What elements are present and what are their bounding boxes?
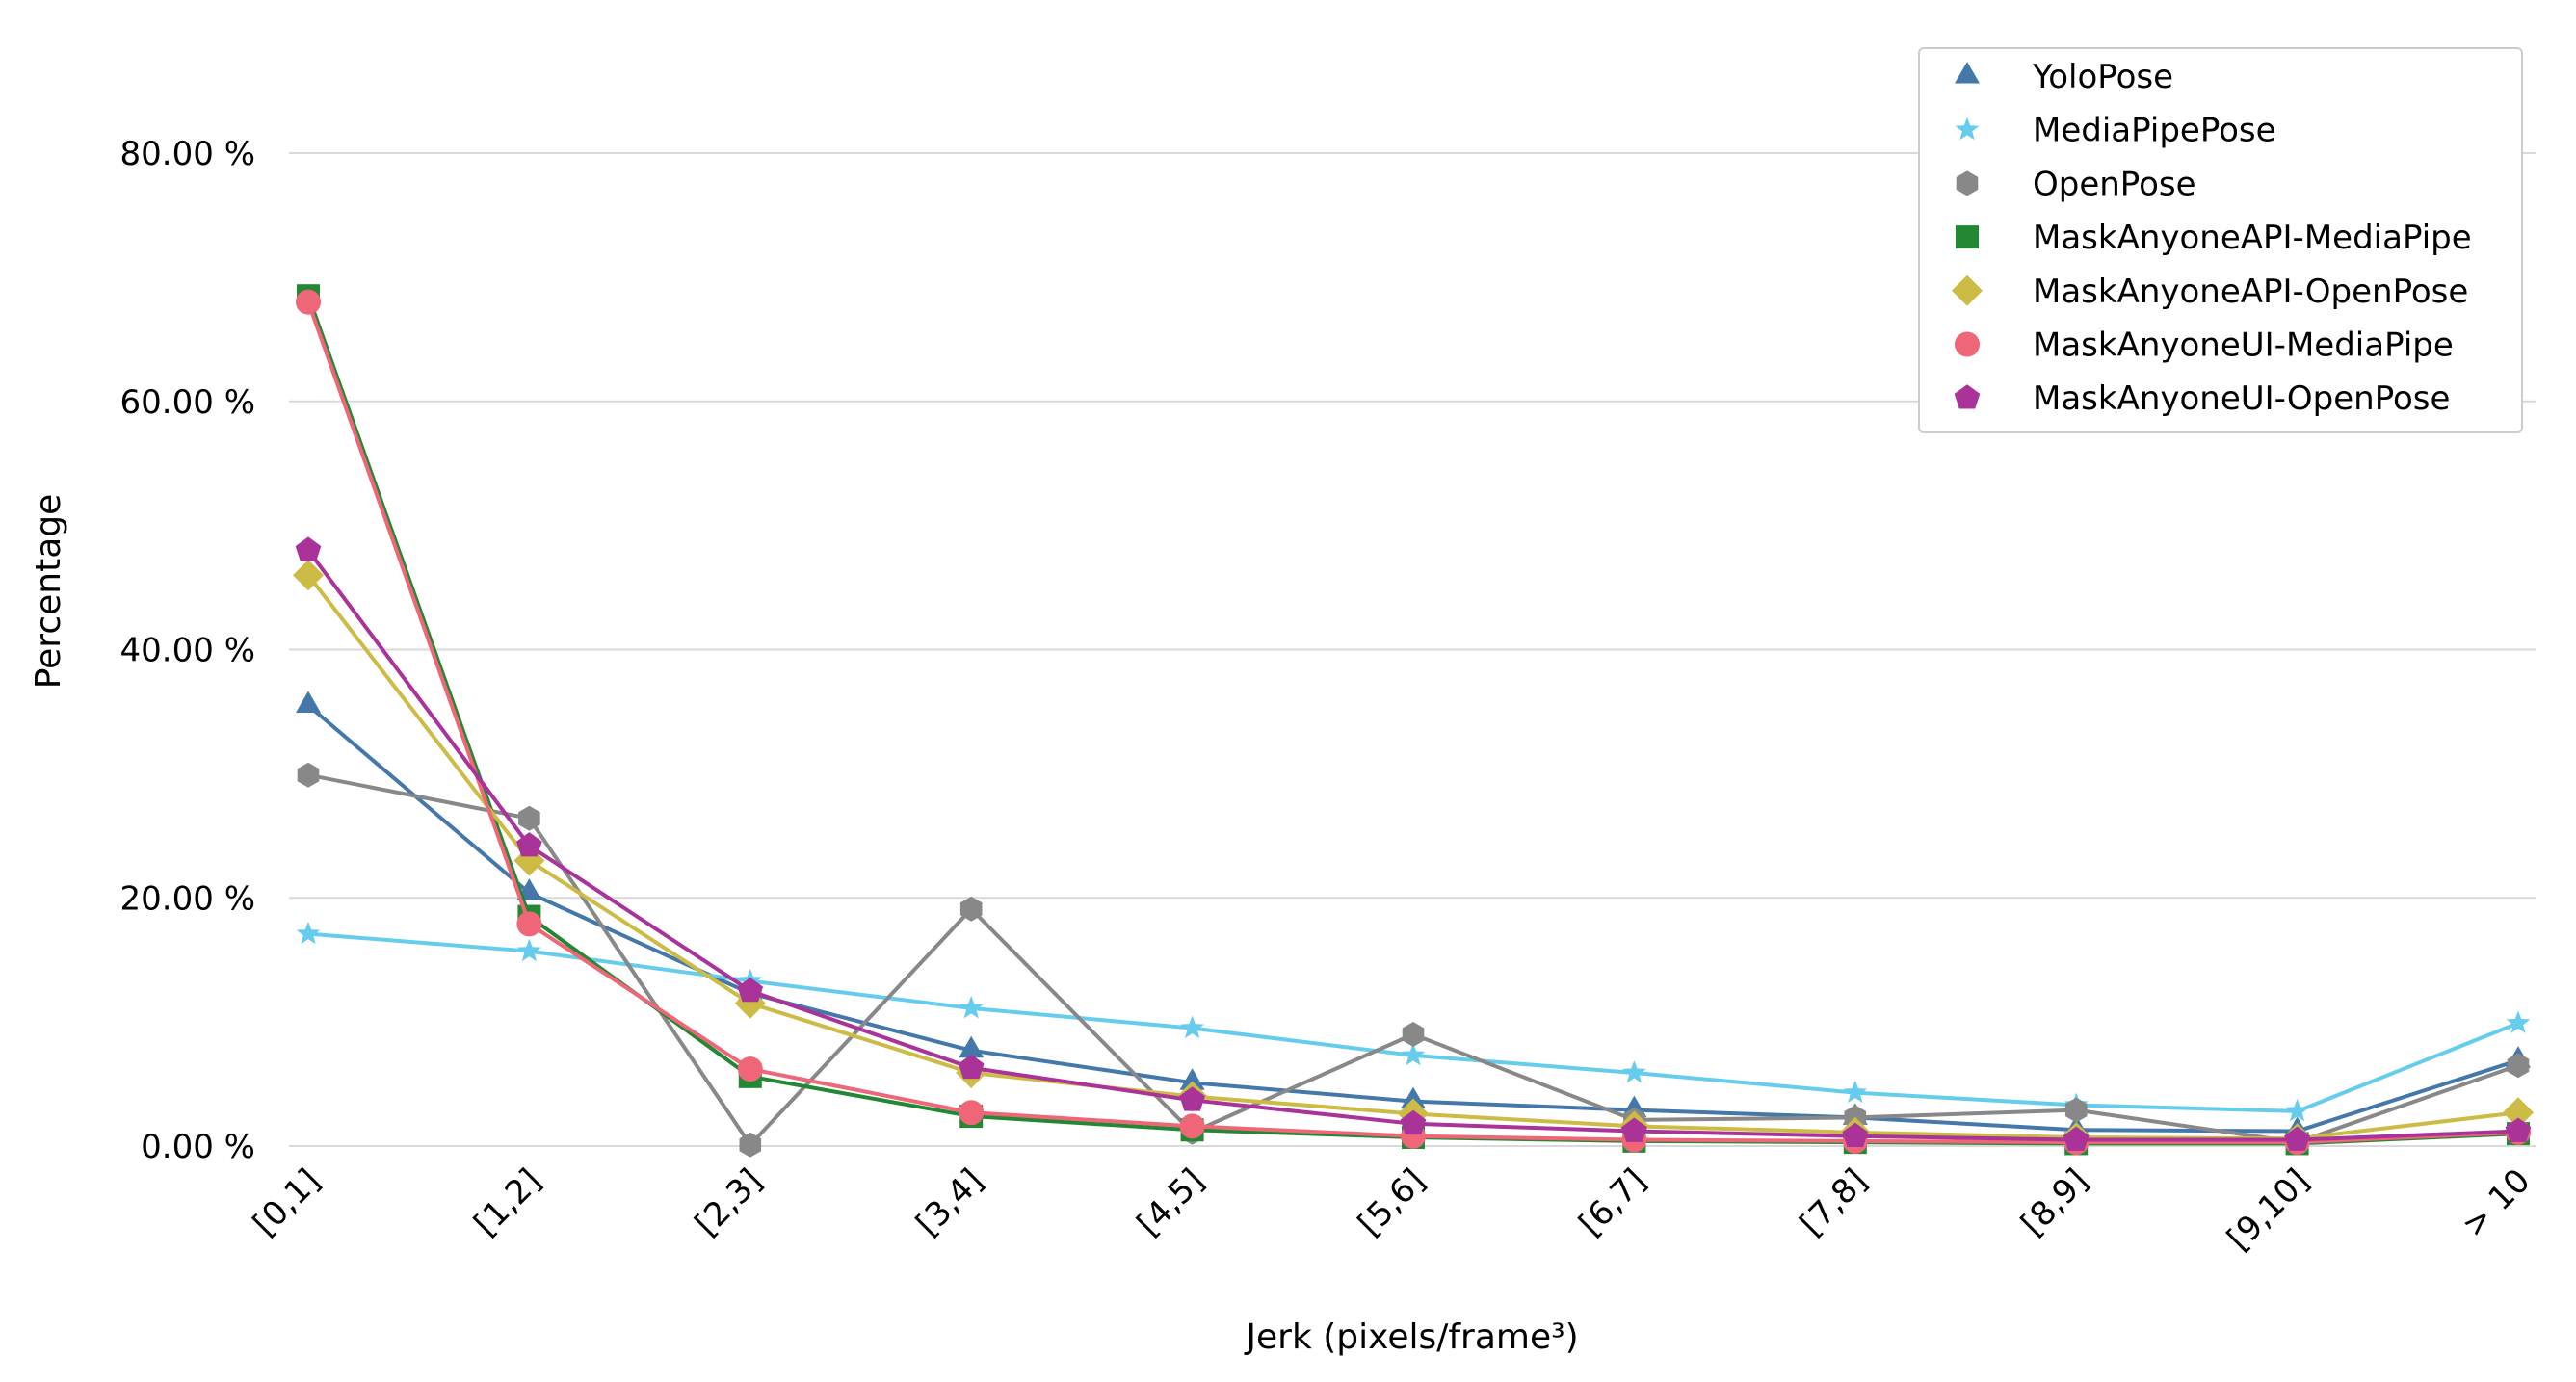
x-tick-label: [0,1] [246, 1161, 328, 1243]
legend-item: OpenPose [1956, 165, 2196, 203]
data-point [1180, 1015, 1204, 1039]
pentagon-marker-icon [1954, 384, 1981, 409]
data-point [2284, 1126, 2310, 1151]
data-point [1843, 1080, 1868, 1104]
legend-item: MaskAnyoneUI-MediaPipe [1955, 326, 2454, 365]
x-tick-label: [9,10] [2220, 1161, 2317, 1259]
legend-item: MaskAnyoneAPI-MediaPipe [1956, 219, 2472, 257]
data-point [295, 536, 322, 561]
data-point [516, 832, 542, 857]
circle-marker-icon [1955, 331, 1980, 357]
x-tick-label: [1,2] [466, 1161, 548, 1243]
data-point [1179, 1086, 1205, 1111]
data-point [1401, 1086, 1426, 1109]
star-marker-icon [1955, 117, 1980, 141]
y-tick-label: 60.00 % [120, 383, 255, 422]
data-point [2505, 1117, 2532, 1142]
x-axis-label: Jerk (pixels/frame³) [1244, 1317, 1578, 1357]
data-point [1402, 1022, 1425, 1047]
data-point [1842, 1122, 1869, 1147]
x-tick-label: [2,3] [688, 1161, 770, 1243]
data-point [2285, 1098, 2309, 1122]
data-point [1400, 1109, 1427, 1135]
data-point [517, 938, 541, 962]
diamond-marker-icon [1952, 274, 1983, 306]
legend-item: YoloPose [1955, 58, 2173, 96]
data-point [2506, 1010, 2531, 1033]
data-point [2064, 1097, 2088, 1123]
data-point [959, 995, 984, 1019]
y-tick-label: 0.00 % [141, 1128, 255, 1166]
series-group [293, 284, 2534, 1158]
x-tick-label: > 10 [2455, 1161, 2538, 1245]
data-point [296, 289, 321, 315]
data-point [296, 921, 321, 945]
data-point [516, 911, 542, 937]
data-point [1622, 1060, 1646, 1083]
y-tick-labels: 0.00 % 20.00 % 40.00 % 60.00 % 80.00 % [120, 135, 255, 1166]
series-maskanyoneui-openpose [295, 536, 2532, 1151]
legend-label: MaskAnyoneAPI-OpenPose [2033, 273, 2468, 311]
data-point [1621, 1117, 1647, 1142]
x-tick-labels: [0,1] [1,2] [2,3] [3,4] [4,5] [5,6] [6,7] [7,8]… [246, 1161, 2537, 1259]
legend-item: MaskAnyoneUI-OpenPose [1954, 379, 2450, 418]
data-point [293, 560, 324, 591]
square-marker-icon [1956, 225, 1979, 249]
y-tick-label: 80.00 % [120, 135, 255, 173]
y-axis-label: Percentage [29, 494, 68, 690]
x-tick-label: [5,6] [1351, 1161, 1433, 1243]
x-tick-label: [4,5] [1130, 1161, 1212, 1243]
x-tick-label: [6,7] [1571, 1161, 1653, 1243]
data-point [1179, 1068, 1205, 1090]
data-point [296, 691, 321, 713]
legend-label: YoloPose [2032, 58, 2173, 96]
data-point [2503, 1097, 2534, 1129]
legend-label: MaskAnyoneAPI-MediaPipe [2033, 219, 2472, 257]
data-point [1179, 1113, 1205, 1139]
x-tick-label: [3,4] [908, 1161, 990, 1243]
data-point [739, 1132, 762, 1158]
data-point [958, 1054, 985, 1080]
x-tick-label: [7,8] [1793, 1161, 1875, 1243]
data-point [959, 896, 983, 922]
data-point [2507, 1053, 2530, 1079]
data-point [737, 1056, 763, 1082]
data-point [2063, 1126, 2090, 1151]
legend-item: MediaPipePose [1955, 112, 2276, 150]
data-point [518, 805, 540, 831]
legend-label: MaskAnyoneUI-OpenPose [2033, 379, 2450, 418]
x-tick-label: [8,9] [2013, 1161, 2095, 1243]
y-tick-label: 20.00 % [120, 879, 255, 918]
data-point [737, 977, 764, 1003]
y-tick-label: 40.00 % [120, 632, 255, 670]
data-point [959, 1100, 985, 1126]
triangle-marker-icon [1955, 62, 1980, 84]
legend-label: OpenPose [2033, 165, 2196, 203]
legend: YoloPose MediaPipePose OpenPose MaskAnyoneA… [1918, 47, 2523, 433]
data-point [959, 1035, 985, 1058]
data-point [1401, 1042, 1426, 1066]
data-point [297, 762, 320, 788]
legend-item: MaskAnyoneAPI-OpenPose [1952, 273, 2468, 311]
legend-label: MaskAnyoneUI-MediaPipe [2033, 326, 2454, 365]
legend-label: MediaPipePose [2033, 112, 2276, 150]
hexagon-marker-icon [1956, 170, 1979, 196]
legend-box [1918, 47, 2523, 433]
